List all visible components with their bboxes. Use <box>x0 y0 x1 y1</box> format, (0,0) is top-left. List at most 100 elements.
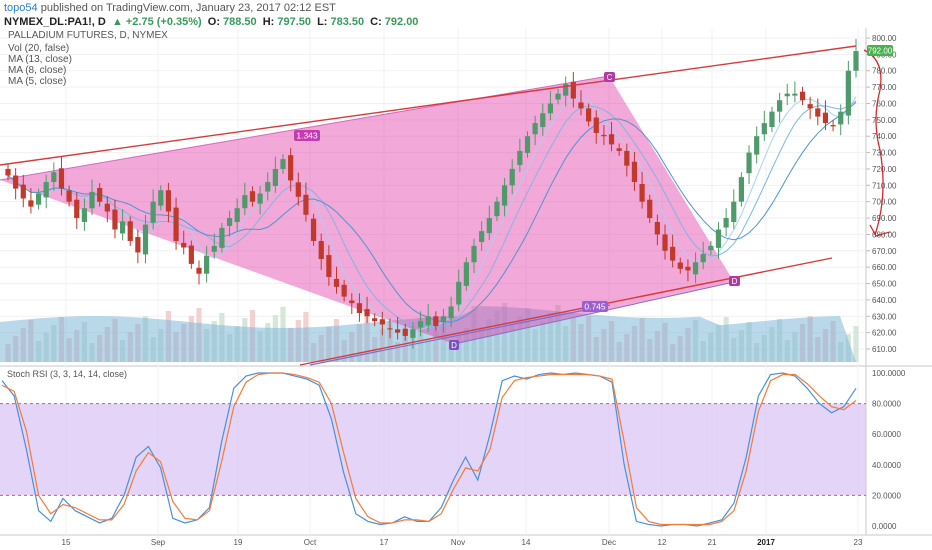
candle-body <box>479 231 485 242</box>
upper-trendline <box>0 45 857 166</box>
candle-body <box>89 191 95 209</box>
chart-title: PALLADIUM FUTURES, D, NYMEX <box>8 30 168 41</box>
candle-body <box>754 136 760 155</box>
price-tick-label: 640.00 <box>872 296 897 305</box>
pattern-point-c: C <box>607 73 613 82</box>
pattern-bcd-triangle <box>454 76 734 344</box>
time-tick-label: 2017 <box>757 538 775 547</box>
candle-body <box>356 303 363 313</box>
price-tick-label: 720.00 <box>872 165 897 174</box>
pattern-bd-line <box>453 281 735 345</box>
rsi-tick-label: 20.0000 <box>872 491 901 500</box>
candle-body <box>226 218 233 226</box>
rsi-tick-label: 0.0000 <box>872 522 897 531</box>
candle-body <box>288 155 294 181</box>
rsi-line-d <box>1 372 857 526</box>
time-tick-label: Oct <box>304 538 317 547</box>
rsi-tick-label: 60.0000 <box>872 430 901 439</box>
candle-body <box>257 193 263 204</box>
indicator-ma-13[interactable]: MA (13, close) <box>8 54 72 65</box>
projection-arrow <box>863 49 884 236</box>
candle-body <box>838 111 844 125</box>
last-price-label: 792.00 <box>868 47 893 56</box>
candle-body <box>738 177 745 202</box>
price-tick-label: 780.00 <box>872 67 897 76</box>
candle-body <box>211 245 217 252</box>
support-line <box>309 304 611 366</box>
pattern-point-c-badge <box>604 72 615 82</box>
price-tick-label: 730.00 <box>872 149 897 158</box>
candle-body <box>417 321 424 328</box>
candle-body <box>349 300 355 304</box>
candle-body <box>586 108 592 122</box>
candle-body <box>494 201 500 217</box>
candle-body <box>81 208 87 222</box>
low-value: 783.50 <box>330 16 365 28</box>
pattern-ratio-badge <box>294 130 320 141</box>
time-tick-label: 19 <box>234 538 243 547</box>
price-tick-label: 700.00 <box>872 198 897 207</box>
close-key: C: <box>370 16 382 28</box>
indicator-ma-5[interactable]: MA (5, close) <box>8 76 67 87</box>
candle-body <box>822 112 829 124</box>
candle-body <box>570 81 576 99</box>
publish-info: published on TradingView.com, January 23… <box>40 2 336 14</box>
candle-body <box>433 316 439 327</box>
indicator-ma-8[interactable]: MA (8, close) <box>8 65 67 76</box>
indicator-volume[interactable]: Vol (20, false) <box>8 43 70 54</box>
candle-body <box>13 175 19 189</box>
change-label: ▲ +2.75 (+0.35%) <box>111 16 202 28</box>
candle-body <box>608 134 615 145</box>
candle-body <box>249 191 256 202</box>
candle-body <box>578 102 584 109</box>
price-tick-label: 770.00 <box>872 83 897 92</box>
drawings <box>0 45 891 366</box>
candle-body <box>43 182 49 198</box>
candle-body <box>662 234 668 251</box>
price-pane[interactable] <box>0 28 866 365</box>
candle-body <box>761 123 767 135</box>
candle-body <box>700 254 706 263</box>
candle-body <box>517 150 523 166</box>
candle-body <box>784 93 790 97</box>
candle-body <box>150 201 156 223</box>
stoch-rsi <box>0 372 866 527</box>
candle-body <box>647 199 653 219</box>
symbol-label[interactable]: NYMEX_DL:PA1!, D <box>4 16 106 28</box>
time-tick-label: Sep <box>151 538 166 547</box>
candle-body <box>28 200 34 207</box>
candle-body <box>677 262 683 269</box>
price-tick-label: 630.00 <box>872 312 897 321</box>
candle-body <box>188 245 194 264</box>
open-key: O: <box>207 16 221 28</box>
pattern-point-b: D <box>451 341 457 350</box>
candle-body <box>181 242 187 248</box>
price-tick-label: 710.00 <box>872 181 897 190</box>
pattern-ratio-1343: 1.343 <box>296 131 318 141</box>
candle-body <box>670 246 676 261</box>
candle-body <box>601 134 607 137</box>
candle-body <box>58 168 65 189</box>
candle-body <box>5 168 11 176</box>
candle-body <box>624 150 630 166</box>
time-tick-label: 23 <box>854 538 863 547</box>
lower-trendline <box>299 257 833 366</box>
candle-body <box>792 93 798 96</box>
candle-body <box>456 281 462 305</box>
candle-body <box>20 184 26 199</box>
candle-body <box>127 221 133 241</box>
pattern-point-d: D <box>732 277 738 286</box>
rsi-tick-label: 80.0000 <box>872 400 901 409</box>
candle-body <box>104 203 110 212</box>
pattern-ratio-0745: 0.745 <box>584 302 606 312</box>
candle-body <box>593 117 599 133</box>
candle-body <box>639 184 645 202</box>
publisher-username[interactable]: topo54 <box>4 2 38 14</box>
candle-body <box>35 193 42 205</box>
candle-body <box>142 224 149 255</box>
price-tick-label: 620.00 <box>872 329 897 338</box>
price-tick-label: 610.00 <box>872 345 897 354</box>
candle-body <box>310 218 317 241</box>
time-tick-label: 12 <box>658 538 667 547</box>
